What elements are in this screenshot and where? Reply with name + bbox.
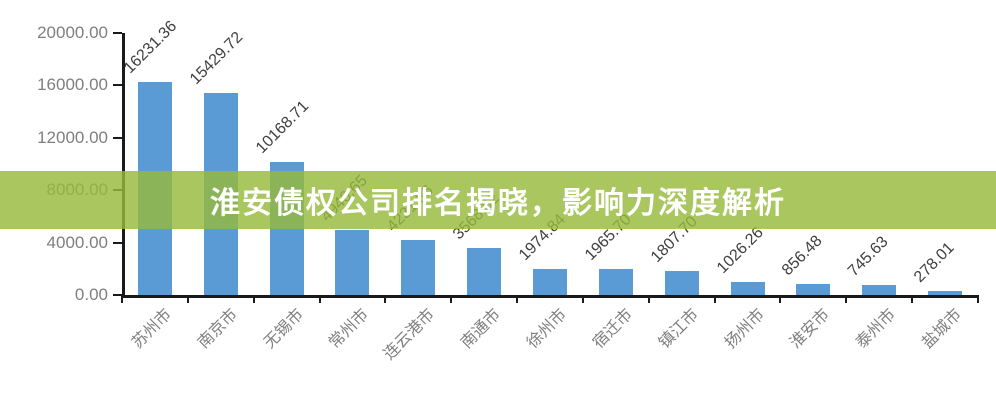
bar-宿迁市 [598,269,633,295]
x-category-label: 盐城市 [919,306,966,352]
y-tick-label: 12000.00 [37,127,108,147]
x-tick-mark [647,295,650,303]
bar-盐城市 [928,291,963,295]
x-category-label: 扬州市 [721,306,768,352]
bar-连云港市 [401,239,436,295]
bar-data-label: 856.48 [779,232,826,279]
y-tick-label: 20000.00 [37,23,108,42]
y-tick-mark [113,84,122,87]
bar-data-label: 745.63 [845,233,892,281]
x-tick-mark [121,295,123,303]
bar-data-label: 16231.36 [120,18,181,78]
x-tick-mark [186,295,189,303]
x-category-label: 南通市 [458,306,505,352]
x-tick-mark [977,295,979,303]
y-tick-label: 4000.00 [46,232,108,252]
x-category-label: 南京市 [194,306,241,352]
y-tick-mark [113,136,122,139]
x-category-label: 常州市 [326,306,373,352]
y-tick-label: 16000.00 [37,75,108,95]
bar-data-label: 10168.71 [252,97,312,157]
x-category-label: 连云港市 [381,306,439,364]
bar-常州市 [335,230,370,295]
y-tick-label: 0.00 [74,285,108,304]
x-tick-mark [252,295,255,303]
x-category-label: 淮安市 [787,306,834,352]
y-axis-line [122,33,125,298]
x-tick-mark [516,295,519,303]
x-tick-mark [713,295,716,303]
x-tick-mark [779,295,782,303]
y-tick-mark [113,32,122,34]
x-tick-mark [911,295,914,303]
bar-泰州市 [862,285,897,295]
bar-data-label: 278.01 [911,239,958,287]
x-category-label: 宿迁市 [589,306,636,352]
x-category-label: 徐州市 [524,306,571,352]
headline-text: 淮安债权公司排名揭晓，影响力深度解析 [210,187,786,220]
y-tick-mark [113,294,122,296]
bar-淮安市 [796,283,831,295]
y-tick-mark [113,241,122,244]
x-tick-mark [318,295,321,303]
x-category-label: 镇江市 [655,306,702,352]
x-category-label: 泰州市 [853,306,900,352]
bar-扬州市 [730,281,765,295]
x-tick-mark [581,295,584,303]
headline-banner: 淮安债权公司排名揭晓，影响力深度解析 [0,171,996,229]
bar-镇江市 [664,271,699,295]
x-category-label: 苏州市 [128,306,175,352]
bar-徐州市 [533,269,567,295]
x-category-label: 无锡市 [260,306,307,352]
x-tick-mark [384,295,387,303]
x-tick-mark [450,295,453,303]
bar-data-label: 15429.72 [186,28,246,88]
bar-data-label: 1026.26 [713,223,767,277]
x-tick-mark [845,295,848,303]
bar-南通市 [467,248,502,295]
x-axis-line [122,295,978,298]
